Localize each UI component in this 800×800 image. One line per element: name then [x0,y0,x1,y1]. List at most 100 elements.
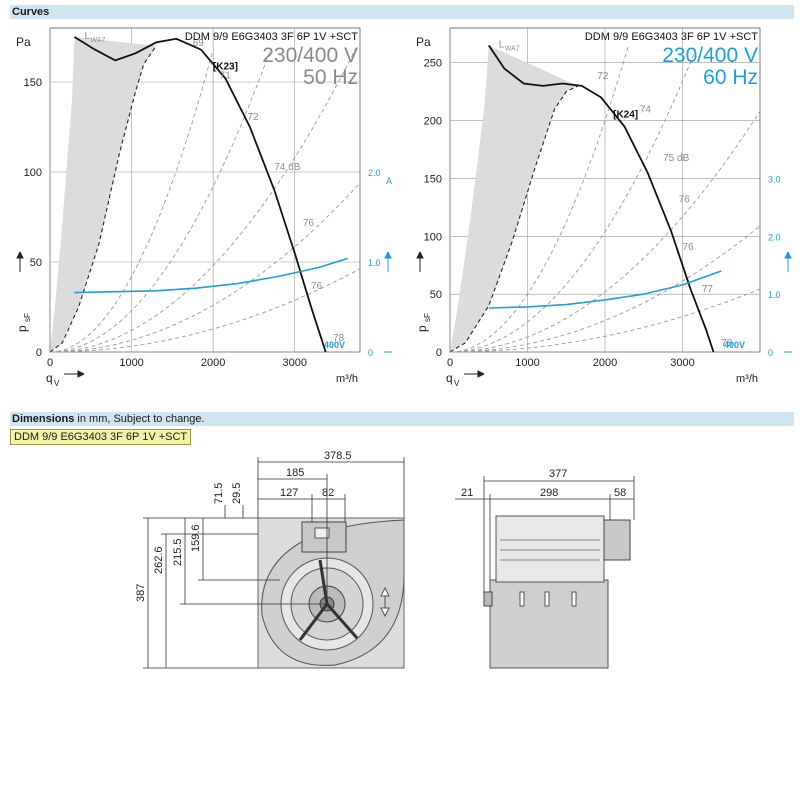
x-tick-label: 2000 [593,357,617,369]
system-curve [450,288,761,353]
x-tick-label: 2000 [201,357,225,369]
dim-front-387: 387 [135,584,147,602]
sound-level-label: 71 [220,70,232,81]
sound-level-label: 76 [679,195,691,206]
system-curve [49,49,214,353]
current-axis-tick-label: 2.0 [368,168,381,178]
x-axis-unit-label: m³/h [736,373,758,385]
dim-front-185: 185 [286,467,304,479]
fan-curve-label: [K23] [213,62,238,73]
y-tick-label: 100 [424,231,442,243]
dimensions-subtitle: in mm, Subject to change. [74,413,205,425]
system-curve [49,48,357,353]
current-axis-tick-label: 1.0 [768,290,781,300]
grid-lines [49,27,361,353]
sound-level-label: 77 [702,284,714,295]
sound-level-label: 76 [303,218,315,229]
front-strut-3 [318,559,329,605]
system-curve [450,225,761,353]
side-view-dimension-lines [455,476,635,592]
y-tick-label: 250 [424,58,442,70]
lwa-boundary-curve [49,45,157,353]
y-tick-label: 150 [24,77,42,89]
y-axis-arrow [416,251,424,272]
dim-front-159-6: 159.6 [190,524,202,552]
current-axis-tick-label: 3.0 [768,174,781,184]
lwa-label-sub: WA7 [90,37,105,44]
front-strut-2 [325,603,359,639]
chart-model-title: DDM 9/9 E6G3403 3F 6P 1V +SCT [585,31,758,43]
dimensions-title: Dimensions [12,413,75,425]
x-tick-label: 0 [47,357,53,369]
chart-voltage-label: 230/400 V [262,44,358,67]
dimensions-section-header: Dimensions in mm, Subject to change. [10,412,794,426]
current-axis-arrow [384,251,392,272]
dim-side-overall-width: 377 [549,468,567,480]
sound-level-label: 78 [721,338,733,349]
front-terminal-box-label [314,527,330,539]
y-tick-label: 100 [24,167,42,179]
y-axis-symbol: p [415,325,429,332]
sound-level-label: 72 [247,112,259,123]
system-curve [50,268,361,353]
x-axis-symbol-sub: V [454,379,460,388]
current-axis-tick-label: 0 [768,348,773,358]
current-axis-tick-label: 0 [368,348,373,358]
sound-level-label: 74 [640,104,652,115]
y-axis-symbol-sub: sF [423,313,432,322]
sound-level-label: 69 [193,38,205,49]
x-tick-label: 0 [447,357,453,369]
sound-level-label: 72 [597,71,609,82]
current-axis-unit: A [386,176,392,186]
side-view-drawing [483,515,631,669]
dim-side-21: 21 [461,487,473,499]
x-tick-label: 3000 [670,357,694,369]
lwa-label: L [499,39,505,50]
system-curve [449,45,629,353]
system-curve [49,50,271,353]
y-axis-symbol-sub: sF [23,313,32,322]
dim-front-82: 82 [322,487,334,499]
front-strut-1 [298,603,329,641]
chart-frequency-label: 60 Hz [703,66,758,89]
y-axis-unit-label: Pa [416,35,431,49]
x-tick-label: 1000 [515,357,539,369]
y-axis-symbol: p [15,325,29,332]
current-axis-arrow [784,251,792,272]
side-wheel [495,515,605,583]
chart-model-title: DDM 9/9 E6G3403 3F 6P 1V +SCT [185,31,358,43]
y-tick-label: 50 [430,289,442,301]
dim-front-262-6: 262.6 [153,546,165,574]
front-view-drawing [257,517,405,669]
sound-level-label: 78 [333,333,345,344]
dim-front-overall-width: 378.5 [324,450,352,462]
y-tick-label: 0 [36,347,42,359]
fan-curve-line [74,36,327,353]
curves-title: Curves [12,6,50,18]
dim-front-29-5: 29.5 [231,483,243,504]
lwa-shaded-region [50,37,157,352]
system-curve [50,182,361,353]
x-axis-arrow [464,370,485,378]
current-axis-tick-label: 1.0 [368,258,381,268]
x-tick-label: 1000 [119,357,143,369]
sound-level-label: 76 [311,281,323,292]
curves-section-header: Curves [10,5,794,19]
sound-level-label: 74 dB [274,162,300,173]
lwa-label-sub: WA7 [505,45,520,52]
x-axis-unit-label: m³/h [336,373,358,385]
current-curve-line [74,257,349,294]
model-tag: DDM 9/9 E6G3403 3F 6P 1V +SCT [10,429,192,445]
x-axis-symbol: q [446,371,453,385]
chart-voltage-label: 230/400 V [662,44,758,67]
dim-front-215-5: 215.5 [172,538,184,566]
chart-frequency-label: 50 Hz [303,66,358,89]
current-axis-tick-label: 2.0 [768,232,781,242]
dim-front-127: 127 [280,487,298,499]
y-axis-unit-label: Pa [16,35,31,49]
airflow-direction-arrow [380,586,390,618]
system-curve [450,111,761,353]
lwa-shaded-region [450,45,578,353]
x-tick-label: 3000 [282,357,306,369]
